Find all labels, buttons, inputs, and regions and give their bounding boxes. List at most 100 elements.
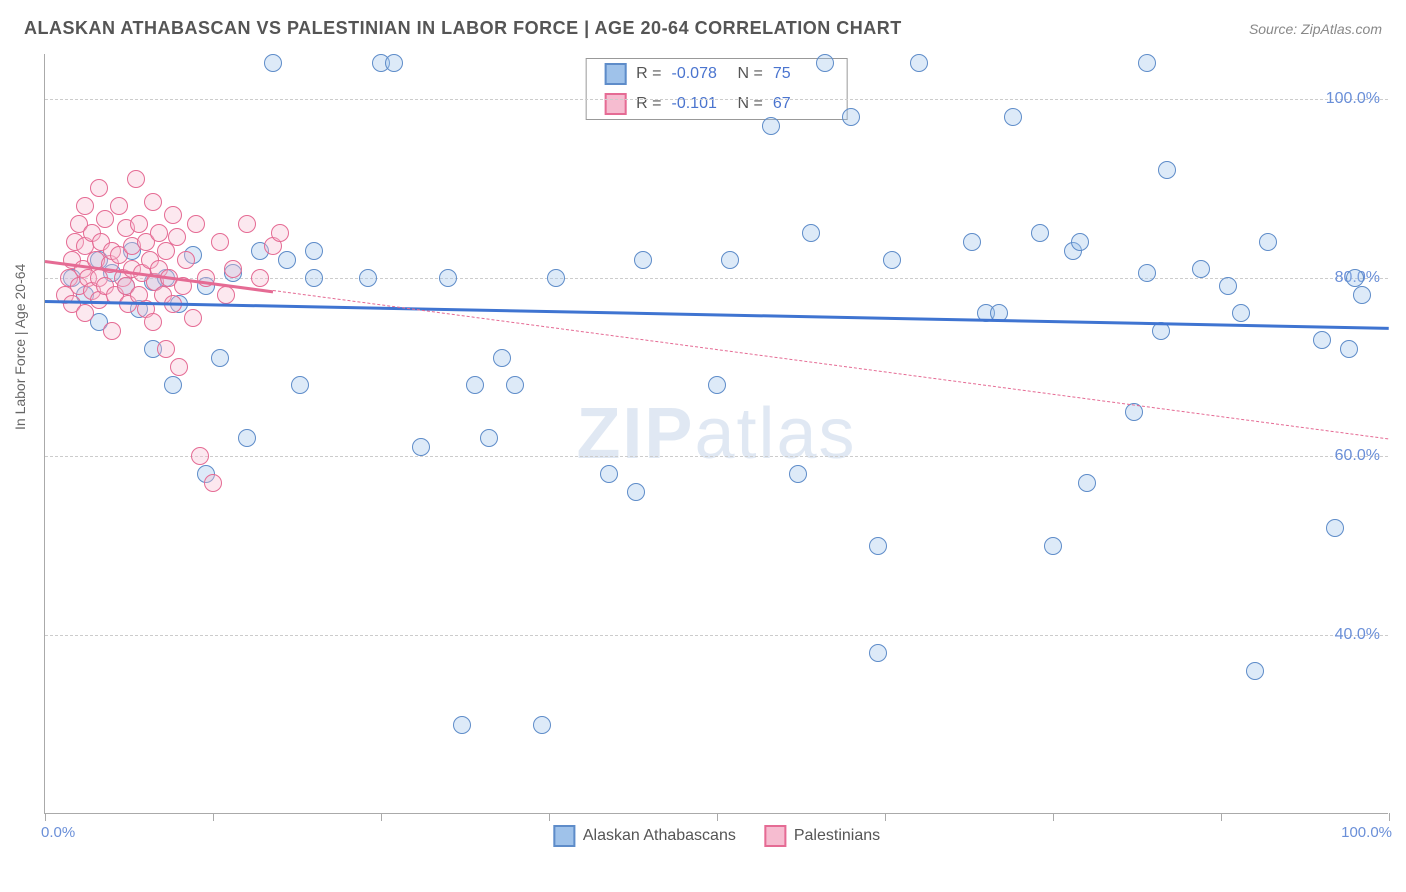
data-point [869,644,887,662]
data-point [493,349,511,367]
legend-label-1: Alaskan Athabascans [583,827,736,845]
gridline [45,456,1388,457]
data-point [1138,264,1156,282]
data-point [762,117,780,135]
plot-area: ZIPatlas R = -0.078 N = 75 R = -0.101 N … [44,54,1388,814]
legend-label-2: Palestinians [794,827,880,845]
x-tick [885,813,886,821]
data-point [883,251,901,269]
data-point [96,210,114,228]
data-point [110,197,128,215]
y-tick-label: 60.0% [1335,447,1380,465]
data-point [910,54,928,72]
data-point [842,108,860,126]
data-point [238,429,256,447]
data-point [627,483,645,501]
x-tick [1053,813,1054,821]
data-point [1158,161,1176,179]
data-point [130,215,148,233]
data-point [187,215,205,233]
gridline [45,278,1388,279]
data-point [1031,224,1049,242]
data-point [1044,537,1062,555]
data-point [211,349,229,367]
data-point [533,716,551,734]
data-point [191,447,209,465]
data-point [1353,286,1371,304]
legend-swatch-1 [553,825,575,847]
y-axis-label: In Labor Force | Age 20-64 [12,264,28,430]
data-point [164,376,182,394]
stat-r-label-1: R = [636,65,661,83]
data-point [164,206,182,224]
data-point [1232,304,1250,322]
data-point [211,233,229,251]
data-point [1326,519,1344,537]
data-point [1192,260,1210,278]
data-point [412,438,430,456]
watermark-bold: ZIP [576,394,694,474]
data-point [480,429,498,447]
data-point [150,224,168,242]
data-point [224,260,242,278]
chart-title: ALASKAN ATHABASCAN VS PALESTINIAN IN LAB… [24,18,902,39]
data-point [90,179,108,197]
data-point [1246,662,1264,680]
data-point [1340,340,1358,358]
series-swatch-1 [604,63,626,85]
data-point [547,269,565,287]
x-tick [381,813,382,821]
gridline [45,99,1388,100]
data-point [291,376,309,394]
data-point [278,251,296,269]
data-point [466,376,484,394]
data-point [708,376,726,394]
data-point [264,54,282,72]
x-tick [1389,813,1390,821]
data-point [1078,474,1096,492]
data-point [1346,269,1364,287]
x-axis-max-label: 100.0% [1341,824,1392,841]
x-tick [717,813,718,821]
chart-source: Source: ZipAtlas.com [1249,21,1382,37]
data-point [453,716,471,734]
x-tick [1221,813,1222,821]
data-point [816,54,834,72]
legend-stats-row-1: R = -0.078 N = 75 [586,59,847,89]
data-point [305,269,323,287]
x-tick [549,813,550,821]
data-point [600,465,618,483]
data-point [177,251,195,269]
watermark: ZIPatlas [576,393,856,475]
data-point [76,304,94,322]
data-point [144,313,162,331]
data-point [144,193,162,211]
legend-stats: R = -0.078 N = 75 R = -0.101 N = 67 [585,58,848,120]
data-point [238,215,256,233]
data-point [217,286,235,304]
trend-line [45,300,1389,330]
legend-stats-row-2: R = -0.101 N = 67 [586,89,847,119]
data-point [127,170,145,188]
x-tick [45,813,46,821]
data-point [170,358,188,376]
data-point [168,228,186,246]
y-tick-label: 100.0% [1326,90,1380,108]
data-point [184,309,202,327]
data-point [1259,233,1277,251]
data-point [634,251,652,269]
stat-n-label-2: N = [738,95,763,113]
data-point [103,322,121,340]
trend-line [273,290,1389,439]
data-point [76,197,94,215]
data-point [963,233,981,251]
data-point [305,242,323,260]
series-swatch-2 [604,93,626,115]
x-axis-min-label: 0.0% [41,824,75,841]
data-point [204,474,222,492]
data-point [1219,277,1237,295]
data-point [869,537,887,555]
data-point [1313,331,1331,349]
gridline [45,635,1388,636]
stat-r-value-2: -0.101 [672,95,728,113]
